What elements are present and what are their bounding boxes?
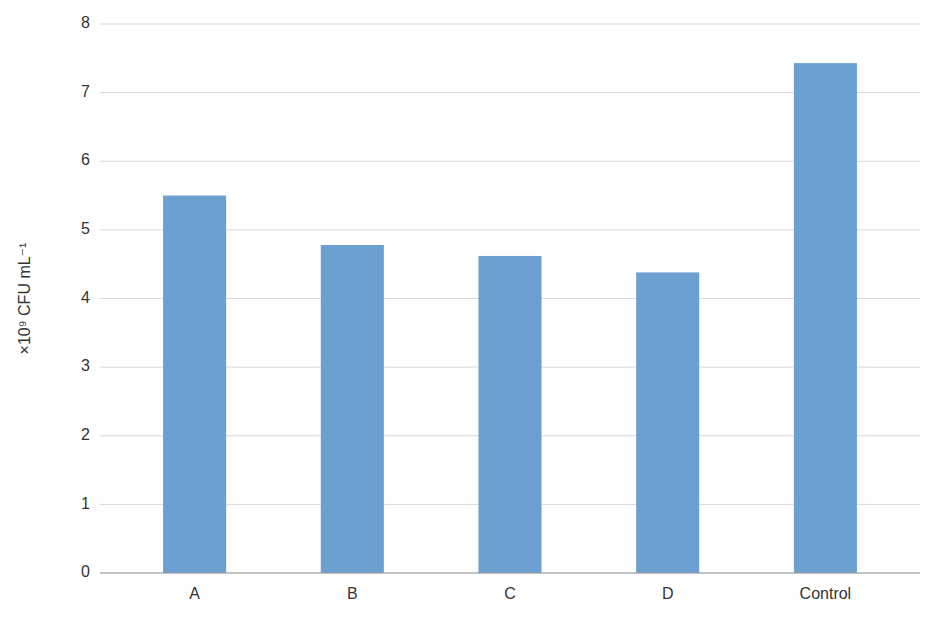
y-tick-label: 6 (81, 151, 90, 168)
bar (163, 196, 226, 573)
x-tick-label: D (662, 585, 674, 602)
y-tick-label: 4 (81, 289, 90, 306)
x-tick-label: A (189, 585, 200, 602)
y-ticks: 0 1 2 3 4 5 6 7 8 (81, 14, 90, 580)
y-tick-label: 8 (81, 14, 90, 31)
x-tick-label: C (504, 585, 516, 602)
x-axis-line (100, 573, 920, 574)
grid-line (100, 24, 920, 25)
y-tick-label: 0 (81, 563, 90, 580)
grid-line (100, 573, 920, 574)
bar (478, 256, 541, 573)
y-axis-label: ×10⁹ CFU mL⁻¹ (16, 243, 33, 355)
y-tick-label: 3 (81, 357, 90, 374)
bar (636, 272, 699, 573)
x-ticks: A B C D Control (189, 585, 851, 602)
y-tick-label: 1 (81, 495, 90, 512)
x-tick-label: Control (800, 585, 852, 602)
y-tick-label: 2 (81, 426, 90, 443)
x-tick-label: B (347, 585, 358, 602)
chart-svg: 0 1 2 3 4 5 6 7 8 A B C D Control ×10⁹ CFU mL⁻¹ (0, 0, 944, 637)
y-tick-label: 7 (81, 83, 90, 100)
grid (100, 24, 920, 573)
y-tick-label: 5 (81, 220, 90, 237)
chart-container: 0 1 2 3 4 5 6 7 8 A B C D Control ×10⁹ CFU mL⁻¹ (0, 0, 944, 637)
bar (321, 245, 384, 573)
bars (163, 63, 857, 573)
bar (794, 63, 857, 573)
